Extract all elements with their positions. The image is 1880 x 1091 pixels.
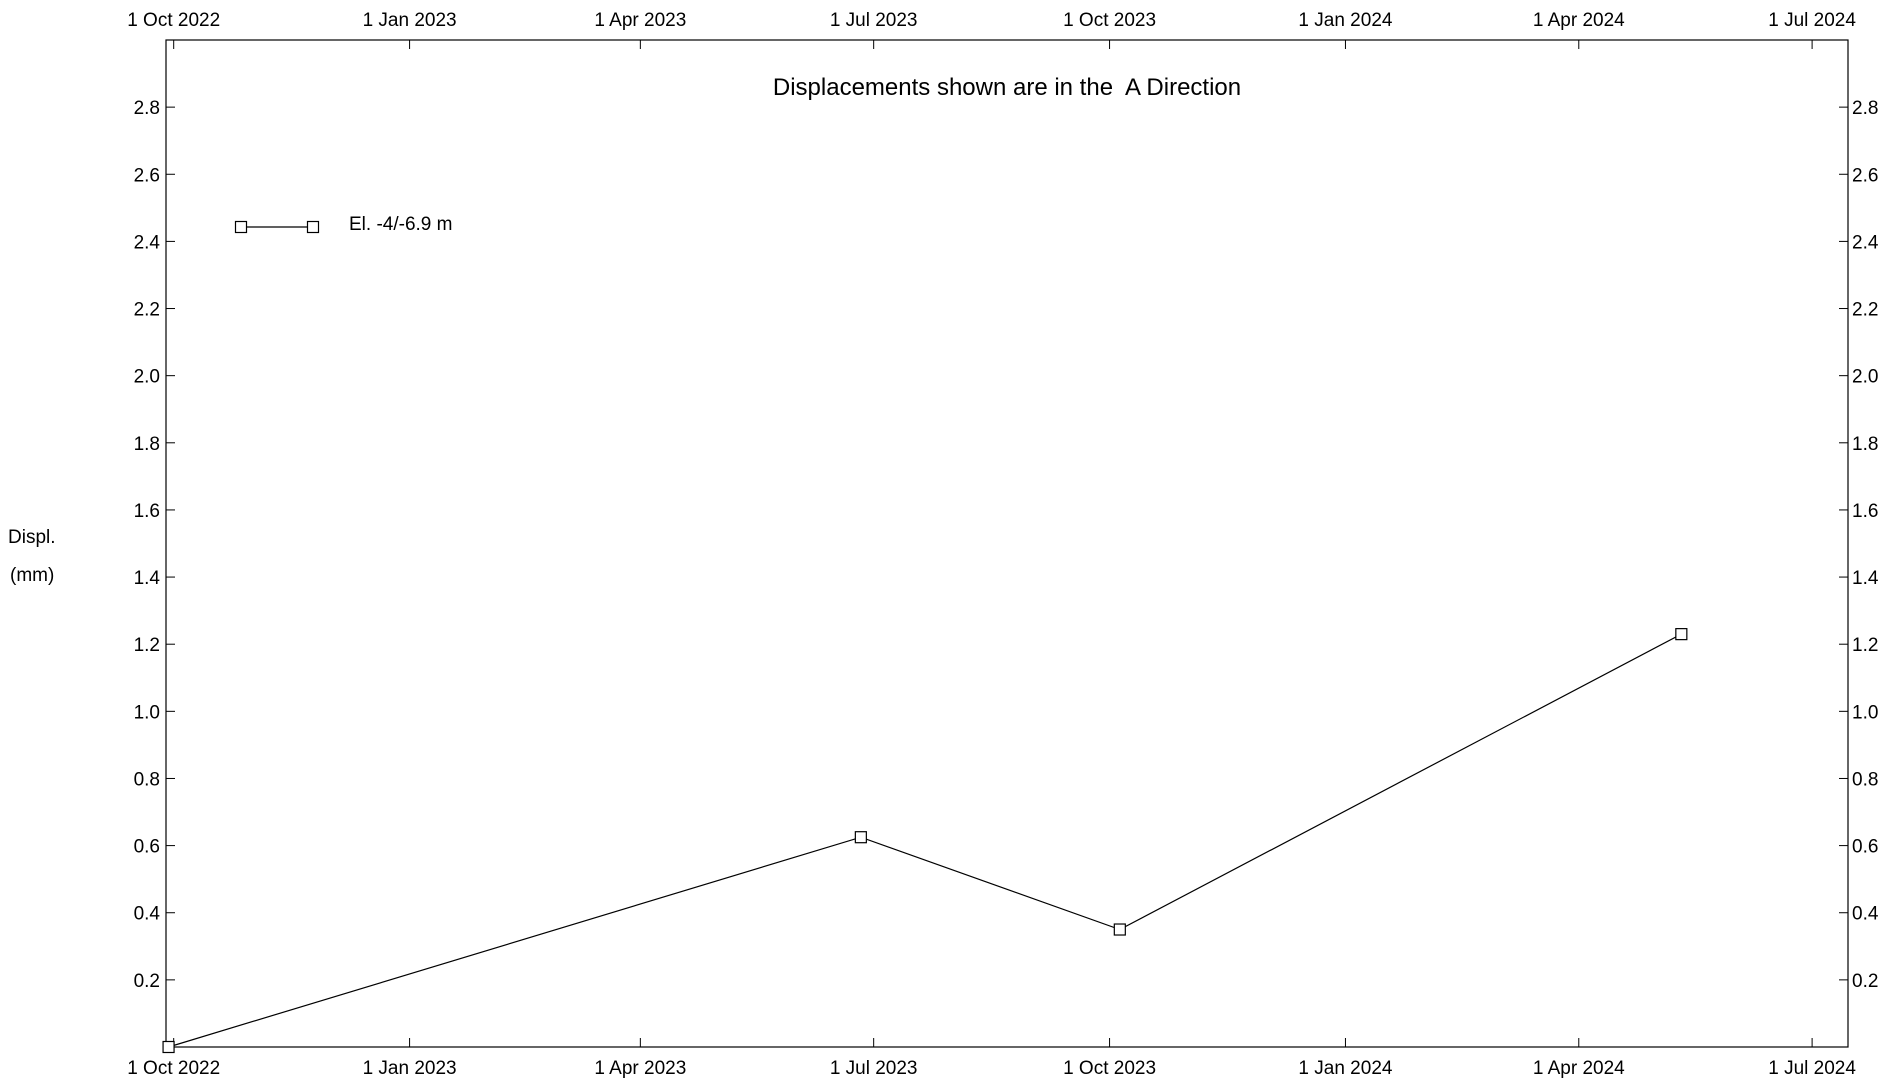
y-tick-label-left: 0.2 (134, 971, 160, 992)
x-tick-label-top: 1 Oct 2023 (1063, 10, 1156, 31)
chart-title: Displacements shown are in the A Directi… (773, 74, 1241, 101)
y-tick-label-left: 0.4 (134, 904, 161, 925)
y-tick-label-right: 2.0 (1852, 367, 1878, 388)
x-tick-label-bottom: 1 Apr 2024 (1533, 1058, 1625, 1079)
y-tick-label-right: 2.6 (1852, 165, 1878, 186)
y-tick-label-right: 0.6 (1852, 837, 1878, 858)
x-tick-label-top: 1 Jan 2024 (1298, 10, 1392, 31)
y-tick-label-right: 1.8 (1852, 434, 1878, 455)
y-tick-label-left: 1.4 (134, 568, 161, 589)
y-tick-label-left: 2.8 (134, 98, 160, 119)
x-tick-label-top: 1 Jan 2023 (363, 10, 457, 31)
series-line (168, 633, 1682, 1048)
y-tick-label-right: 1.0 (1852, 702, 1878, 723)
x-tick-label-bottom: 1 Oct 2022 (127, 1058, 220, 1079)
y-tick-label-left: 2.4 (134, 232, 161, 253)
y-tick-label-right: 0.2 (1852, 971, 1878, 992)
y-tick-label-left: 0.8 (134, 769, 160, 790)
y-tick-label-right: 1.2 (1852, 635, 1878, 656)
legend-marker (306, 220, 320, 234)
x-tick-label-bottom: 1 Apr 2023 (594, 1058, 686, 1079)
x-tick-label-top: 1 Oct 2022 (127, 10, 220, 31)
y-tick-label-left: 2.0 (134, 367, 160, 388)
y-tick-label-right: 1.4 (1852, 568, 1879, 589)
x-tick-label-bottom: 1 Jul 2024 (1768, 1058, 1856, 1079)
y-tick-label-left: 1.8 (134, 434, 160, 455)
legend-label: El. -4/-6.9 m (349, 214, 452, 235)
axes-layer (165, 39, 1849, 1048)
x-tick-label-top: 1 Jul 2023 (830, 10, 918, 31)
ticks-layer: 1 Oct 2022 1 Oct 2022 1 Jan 2023 1 Jan 2023… (127, 10, 1879, 1079)
x-tick-label-top: 1 Jul 2024 (1768, 10, 1856, 31)
series-layer (162, 628, 1688, 1054)
y-axis-label-line-2: (mm) (10, 565, 54, 586)
y-tick-label-right: 2.2 (1852, 300, 1878, 321)
legend-marker (234, 220, 248, 234)
legend: El. -4/-6.9 m (234, 214, 452, 235)
y-tick-label-left: 0.6 (134, 837, 160, 858)
y-tick-label-left: 2.2 (134, 300, 160, 321)
y-tick-label-right: 2.8 (1852, 98, 1878, 119)
x-tick-label-bottom: 1 Jul 2023 (830, 1058, 918, 1079)
y-tick-label-left: 1.2 (134, 635, 160, 656)
plot-frame (165, 39, 1849, 1048)
y-tick-label-right: 2.4 (1852, 232, 1879, 253)
data-point-marker (854, 831, 867, 844)
y-tick-label-right: 0.8 (1852, 769, 1878, 790)
y-axis-label-line-1: Displ. (8, 527, 56, 548)
x-tick-label-bottom: 1 Oct 2023 (1063, 1058, 1156, 1079)
x-tick-label-bottom: 1 Jan 2024 (1298, 1058, 1392, 1079)
y-tick-label-left: 2.6 (134, 165, 160, 186)
data-point-marker (1675, 628, 1688, 641)
data-point-marker (162, 1040, 175, 1054)
x-tick-label-bottom: 1 Jan 2023 (363, 1058, 457, 1079)
y-tick-label-left: 1.6 (134, 501, 160, 522)
y-tick-label-right: 1.6 (1852, 501, 1878, 522)
data-point-marker (1113, 923, 1126, 936)
y-tick-label-right: 0.4 (1852, 904, 1879, 925)
y-tick-label-left: 1.0 (134, 702, 160, 723)
x-tick-label-top: 1 Apr 2024 (1533, 10, 1625, 31)
x-tick-label-top: 1 Apr 2023 (594, 10, 686, 31)
